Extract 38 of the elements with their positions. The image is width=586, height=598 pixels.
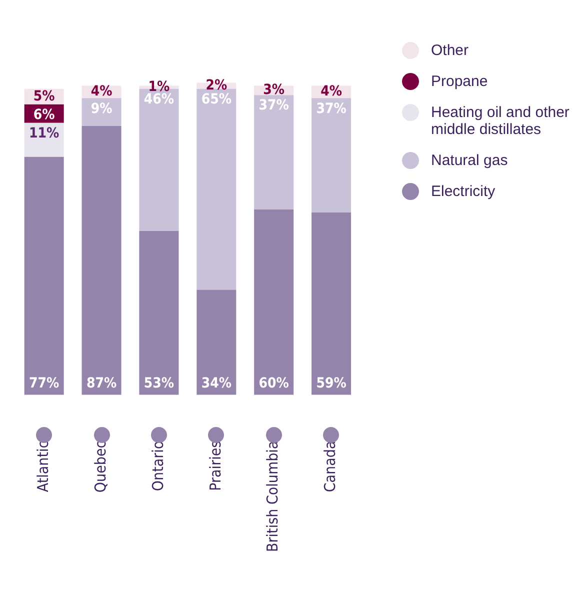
x-tick-label: Quebec (91, 440, 110, 493)
data-label: 5% (33, 88, 56, 104)
data-label: 46% (144, 92, 174, 108)
legend-label: Natural gas (431, 152, 508, 169)
data-label: 65% (201, 92, 232, 108)
legend-label: Heating oil and other middle distillates (431, 104, 570, 138)
legend-label: Propane (431, 73, 488, 90)
x-tick-label: Prairies (206, 440, 224, 491)
data-label: 37% (316, 100, 347, 117)
data-label: 77% (29, 375, 60, 392)
bar (312, 98, 352, 212)
legend-label: Electricity (431, 183, 496, 200)
bar (139, 231, 179, 395)
bar (24, 156, 64, 395)
x-tick-label: British Columbia (264, 440, 282, 552)
bar (254, 95, 294, 210)
data-label: 4% (90, 84, 113, 100)
data-label: 4% (320, 84, 342, 100)
data-label: 34% (201, 375, 232, 392)
legend-label: Other (431, 42, 469, 59)
x-tick-label: Atlantic (34, 440, 52, 492)
x-tick-label: Canada (321, 440, 340, 492)
x-tick-label: Ontario (148, 440, 167, 492)
bar (196, 290, 236, 395)
data-label: 3% (263, 82, 285, 98)
data-label: 11% (29, 126, 60, 142)
bar (196, 88, 236, 290)
bar (312, 212, 352, 395)
data-label: 9% (90, 100, 113, 117)
data-label: 60% (258, 375, 290, 392)
data-label: 6% (33, 106, 56, 123)
data-label: 37% (258, 98, 290, 114)
bar (254, 209, 294, 395)
bar (82, 126, 122, 395)
data-label: 53% (144, 375, 174, 392)
data-label: 59% (316, 375, 347, 392)
data-label: 2% (206, 77, 228, 94)
data-label: 87% (86, 375, 117, 392)
